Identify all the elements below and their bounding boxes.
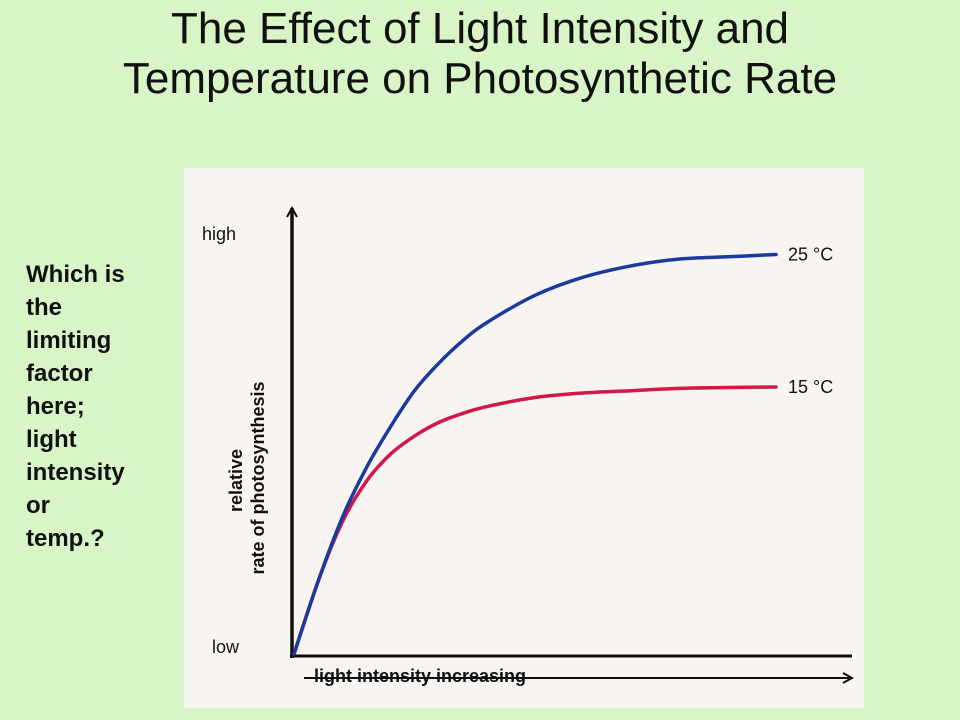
chart-figure: high low light intensity increasing rela…: [184, 168, 864, 708]
question-line: here;: [26, 393, 85, 420]
question-line: Which is: [26, 261, 125, 288]
question-line: the: [26, 294, 62, 321]
question-line: intensity: [26, 459, 125, 486]
y-axis-label-line: rate of photosynthesis: [248, 381, 268, 574]
y-axis-label-line: relative: [226, 449, 246, 512]
question-line: or: [26, 492, 50, 519]
series-line-25Cc: [292, 252, 778, 656]
chart-svg: high low light intensity increasing rela…: [202, 168, 864, 686]
series-layer: 15 °C 25 °C: [292, 245, 833, 656]
question-text: Which is the limiting factor here; light…: [26, 258, 176, 555]
series-label-15Cc: 15 °C: [788, 377, 833, 397]
series-label-25Cc: 25 °C: [788, 245, 833, 265]
series-line-15Cc: [292, 385, 778, 656]
y-axis-label: relative rate of photosynthesis: [226, 381, 268, 574]
question-line: temp.?: [26, 525, 105, 552]
y-tick-label-high: high: [202, 224, 236, 244]
slide-title-line: Temperature on Photosynthetic Rate: [122, 54, 838, 103]
question-line: limiting: [26, 327, 112, 354]
question-line: factor: [26, 360, 93, 387]
x-axis-label: light intensity increasing: [314, 666, 526, 686]
question-line: light: [26, 426, 77, 453]
y-tick-label-low: low: [212, 637, 240, 657]
slide-title: The Effect of Light Intensity and Temper…: [0, 4, 960, 104]
slide-title-line: The Effect of Light Intensity and: [170, 4, 790, 53]
